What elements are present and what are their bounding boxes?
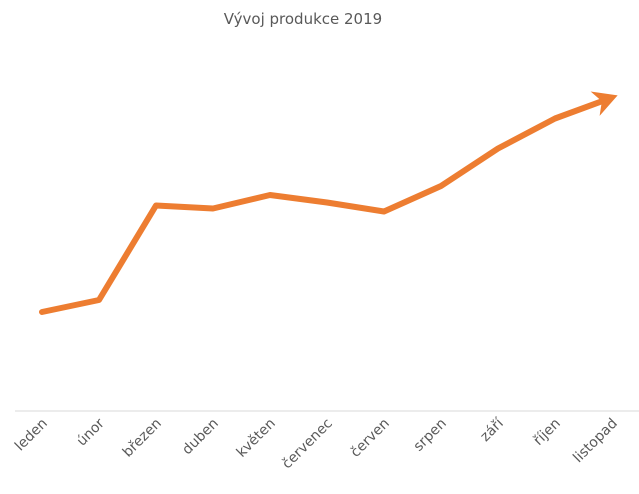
x-tick-label: listopad <box>570 416 621 467</box>
x-tick-label: říjen <box>531 416 564 449</box>
x-tick-label: duben <box>179 416 222 459</box>
x-tick-labels: leden únor březen duben květen červenec červen… <box>12 415 621 472</box>
x-tick-label: leden <box>12 416 51 455</box>
x-tick-label: srpen <box>411 416 450 455</box>
arrowhead-marker <box>590 91 618 116</box>
x-tick-label: červenec <box>279 416 336 473</box>
x-tick-label: červen <box>348 416 393 461</box>
chart-title: Vývoj produkce 2019 <box>224 10 382 28</box>
x-tick-label: září <box>477 415 507 445</box>
series-line <box>39 98 604 315</box>
x-tick-label: únor <box>74 415 108 449</box>
x-tick-label: květen <box>234 416 279 461</box>
x-tick-label: březen <box>120 416 165 461</box>
series-group <box>39 91 618 315</box>
